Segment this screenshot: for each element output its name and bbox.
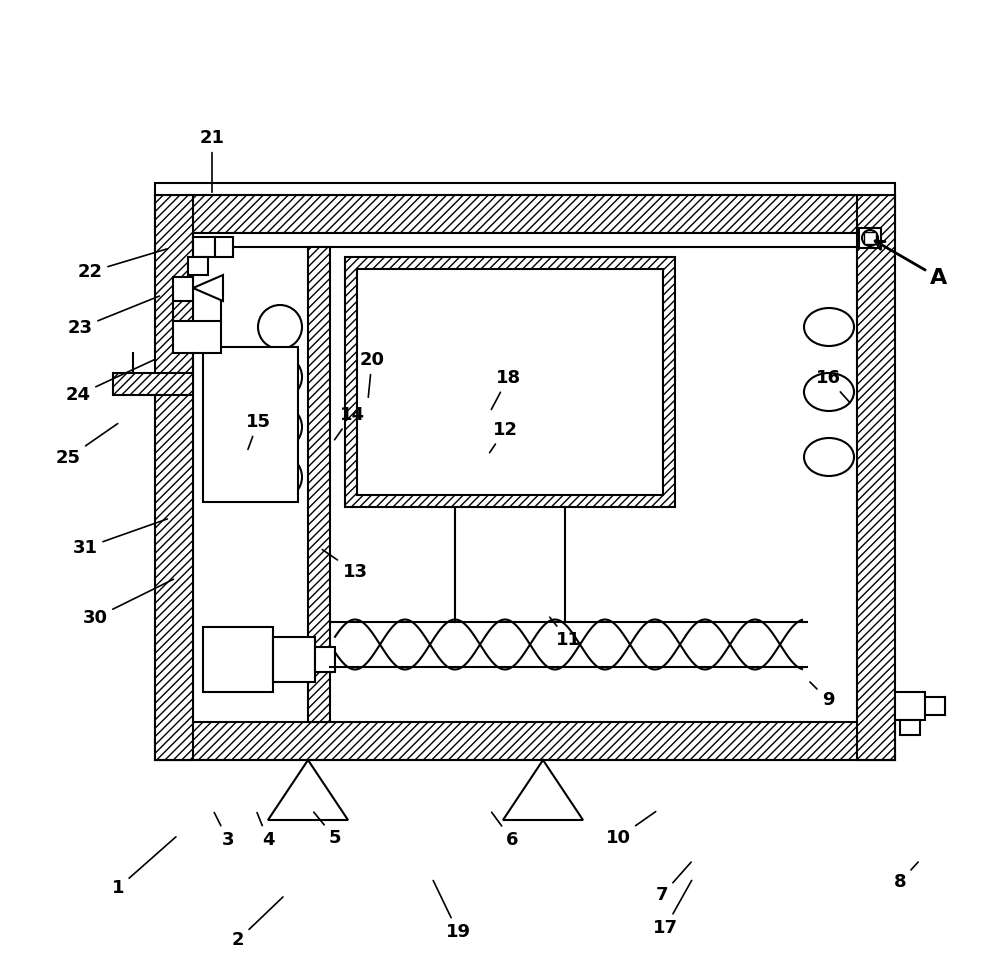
Text: 22: 22 (78, 249, 167, 281)
Bar (308, 247, 330, 722)
Text: 1: 1 (112, 837, 176, 897)
Text: 4: 4 (257, 813, 274, 849)
Bar (193, 233, 857, 247)
Text: 13: 13 (322, 549, 368, 581)
Bar (155, 195, 895, 233)
Polygon shape (193, 275, 223, 301)
Text: 7: 7 (656, 862, 691, 904)
Polygon shape (268, 760, 348, 820)
Text: 24: 24 (66, 360, 155, 404)
Bar (859, 228, 881, 248)
Text: 2: 2 (232, 897, 283, 949)
Text: 17: 17 (652, 880, 692, 937)
Ellipse shape (804, 438, 854, 476)
Text: 6: 6 (492, 813, 518, 849)
Text: 14: 14 (335, 406, 364, 440)
Bar (173, 277, 193, 301)
Bar (188, 257, 208, 275)
Bar (315, 647, 335, 672)
Text: 23: 23 (68, 296, 159, 337)
Text: 8: 8 (894, 862, 918, 891)
Circle shape (862, 230, 878, 246)
Ellipse shape (804, 308, 854, 346)
Text: 20: 20 (360, 351, 384, 397)
Ellipse shape (804, 373, 854, 411)
Circle shape (258, 355, 302, 399)
Bar (155, 722, 895, 760)
Text: 3: 3 (214, 813, 234, 849)
Bar (113, 373, 193, 395)
Bar (203, 347, 298, 502)
Bar (203, 627, 273, 692)
Bar (215, 237, 233, 257)
Text: 5: 5 (314, 812, 341, 847)
Bar (900, 720, 920, 735)
Text: 19: 19 (433, 880, 471, 941)
Text: 18: 18 (491, 369, 521, 410)
Text: 30: 30 (82, 579, 174, 627)
Bar (173, 321, 221, 353)
Circle shape (258, 455, 302, 499)
Text: 11: 11 (550, 617, 580, 649)
Text: 9: 9 (810, 682, 834, 709)
Bar (857, 195, 895, 760)
Circle shape (258, 305, 302, 349)
Text: 15: 15 (246, 413, 270, 449)
Text: 25: 25 (56, 423, 118, 467)
Bar (193, 233, 857, 722)
Bar (864, 232, 876, 244)
Text: 31: 31 (72, 519, 167, 557)
Text: 21: 21 (200, 129, 224, 192)
Polygon shape (503, 760, 583, 820)
Text: 10: 10 (606, 812, 656, 847)
Bar (155, 195, 193, 760)
Bar (357, 269, 663, 495)
Bar (155, 183, 895, 195)
Circle shape (258, 405, 302, 449)
Text: 12: 12 (490, 421, 518, 453)
Bar (193, 237, 215, 257)
Bar (895, 692, 925, 720)
Text: A: A (875, 241, 948, 288)
Bar (273, 637, 315, 682)
Text: 16: 16 (816, 369, 850, 403)
Bar (345, 257, 675, 507)
